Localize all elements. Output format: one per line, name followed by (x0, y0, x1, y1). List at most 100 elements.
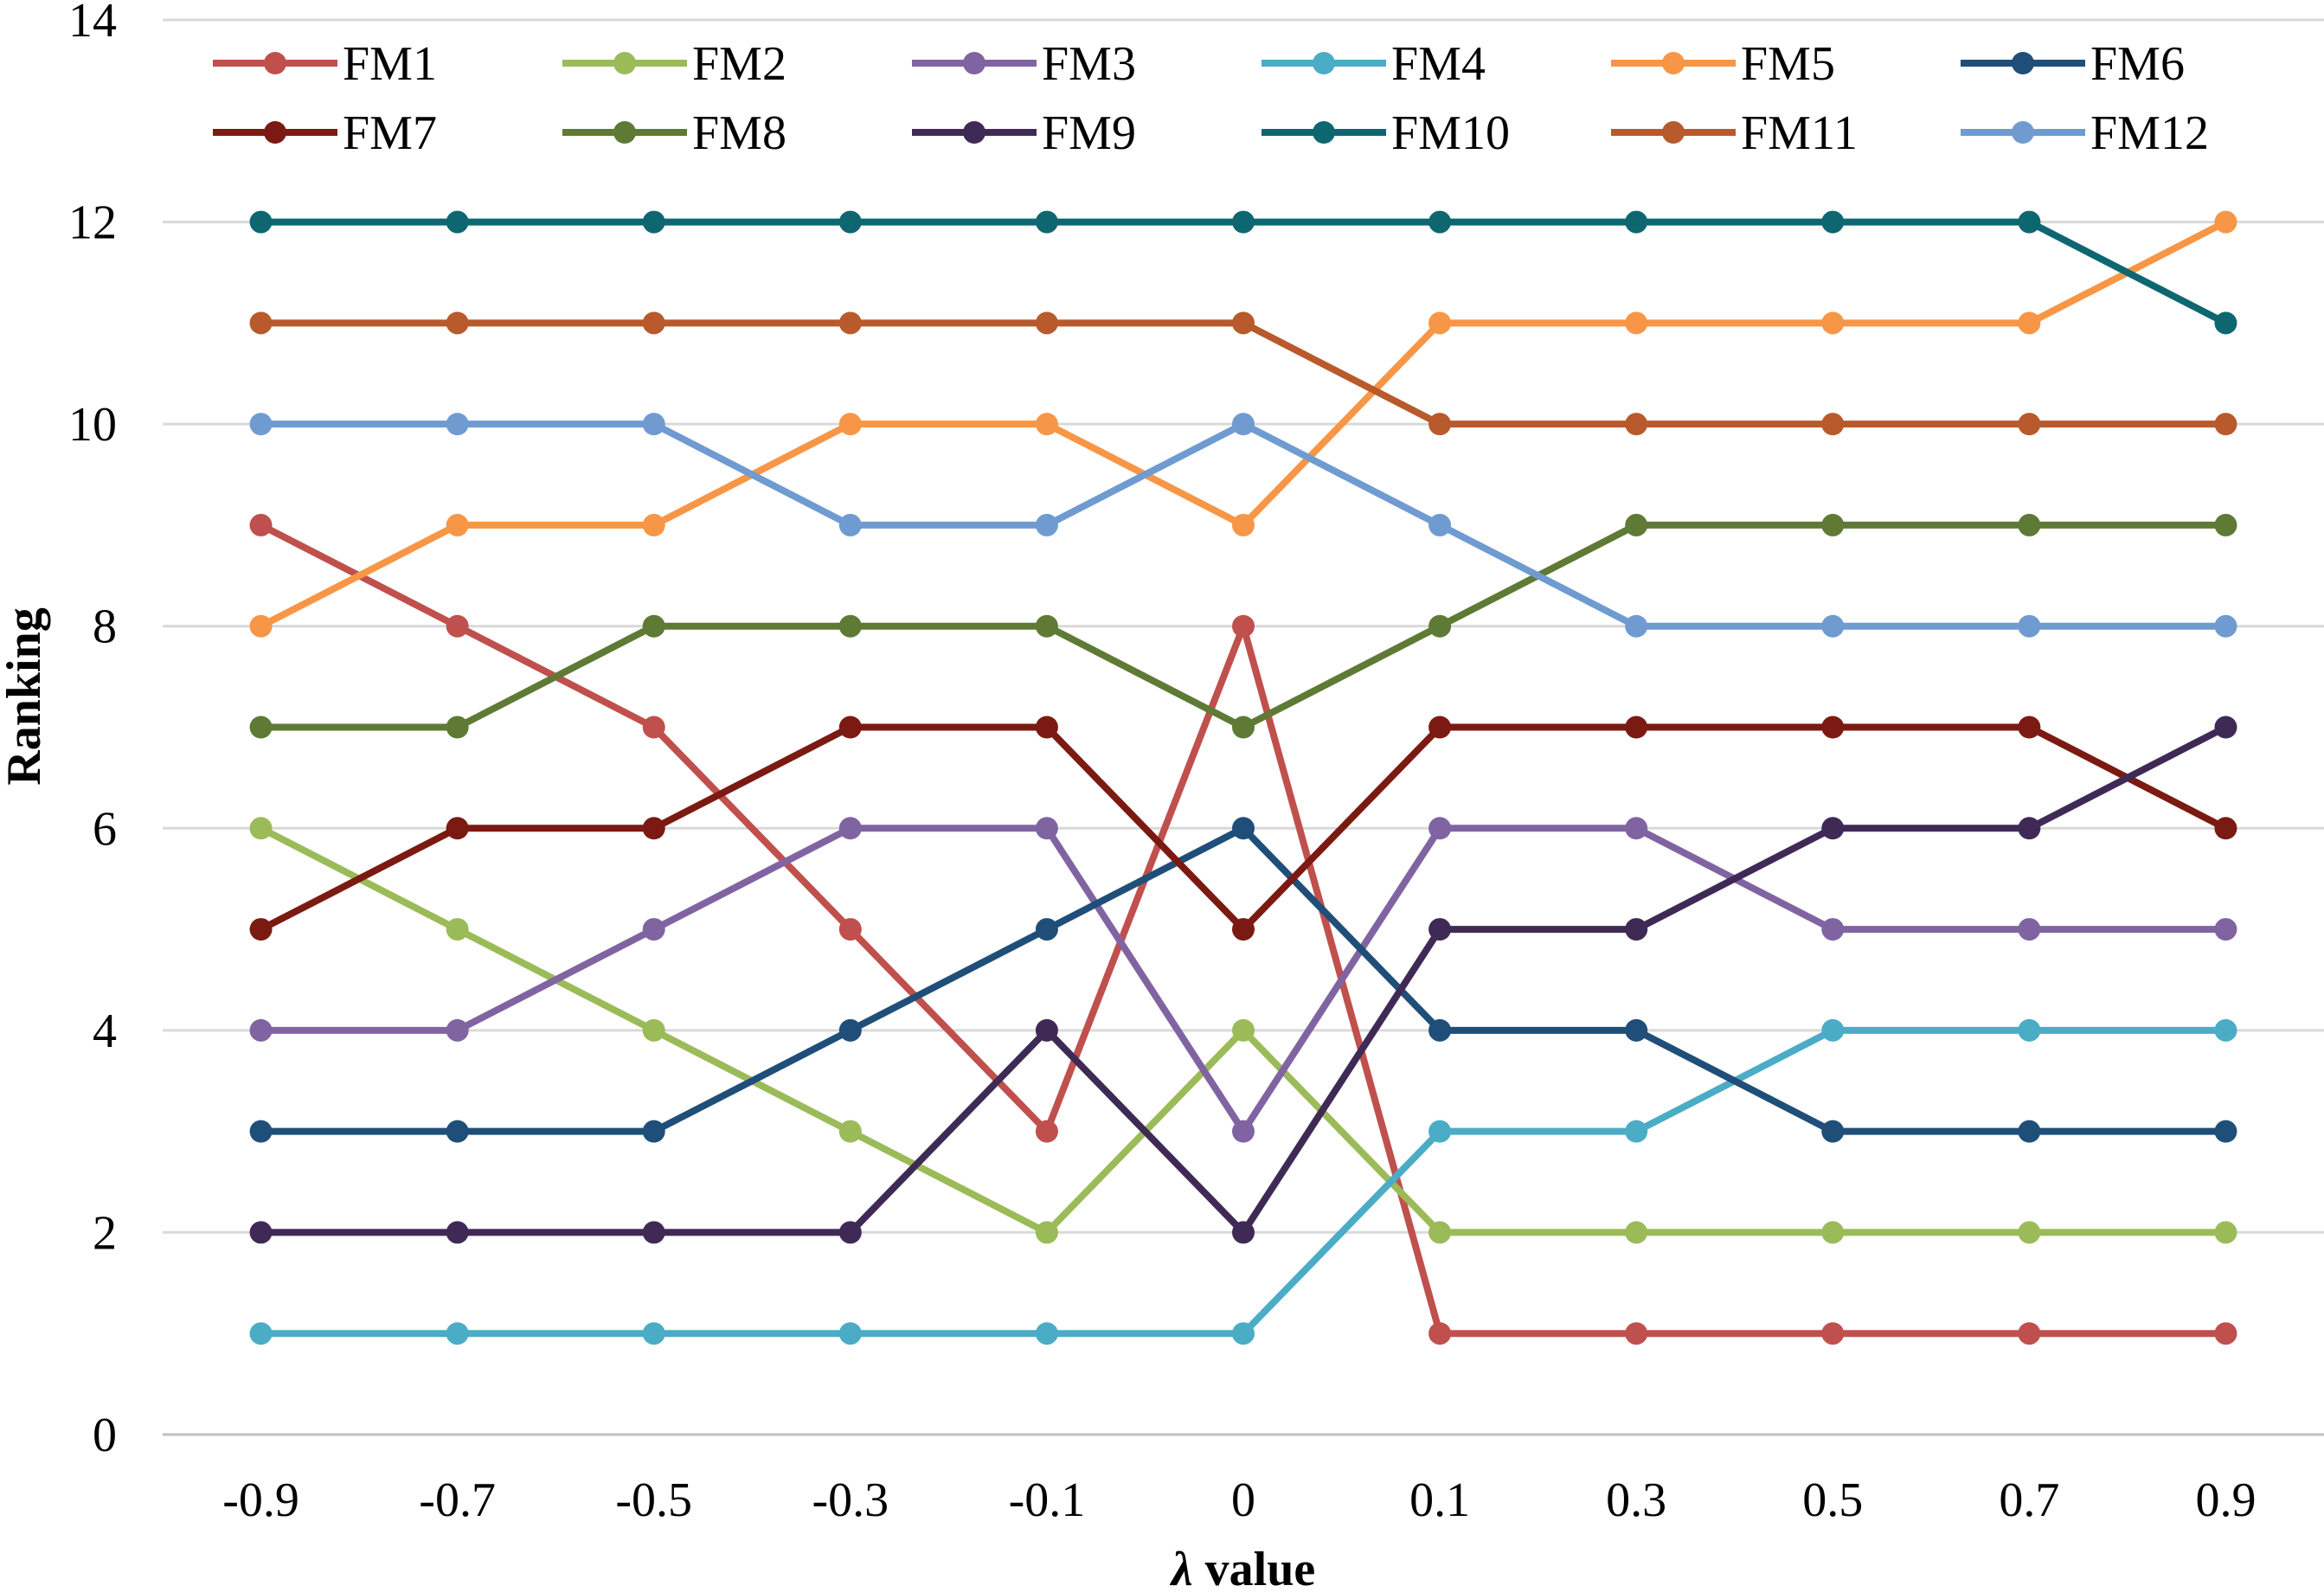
data-point-fm6 (2018, 1120, 2041, 1143)
data-point-fm7 (1035, 716, 1058, 739)
data-point-fm12 (642, 413, 665, 436)
data-point-fm5 (1232, 513, 1255, 536)
data-point-fm1 (642, 716, 665, 739)
data-point-fm1 (446, 614, 469, 638)
legend-label: FM6 (2090, 37, 2185, 91)
data-point-fm10 (1821, 210, 1845, 234)
x-tick-label: -0.7 (419, 1473, 496, 1527)
data-point-fm5 (1035, 413, 1058, 436)
legend-item-fm6: FM6 (1961, 37, 2185, 91)
data-point-fm2 (2214, 1221, 2237, 1244)
legend-item-fm1: FM1 (213, 37, 437, 91)
legend-swatch-marker (613, 52, 636, 74)
data-point-fm12 (249, 413, 273, 436)
data-point-fm4 (446, 1322, 469, 1345)
series-fm9 (249, 716, 2237, 1244)
data-point-fm7 (2214, 817, 2237, 840)
legend-swatch-marker (1662, 52, 1685, 74)
data-point-fm2 (1821, 1221, 1845, 1244)
y-tick-label: 14 (68, 0, 117, 48)
data-point-fm6 (446, 1120, 469, 1143)
legend-item-fm11: FM11 (1611, 106, 1858, 160)
data-point-fm3 (1232, 1120, 1255, 1143)
legend-item-fm12: FM12 (1961, 106, 2209, 160)
data-point-fm10 (249, 210, 273, 234)
data-point-fm7 (1821, 716, 1845, 739)
x-tick-label: -0.3 (812, 1473, 889, 1527)
data-point-fm5 (838, 413, 862, 436)
legend-label: FM12 (2090, 106, 2209, 160)
legend-label: FM9 (1042, 106, 1136, 160)
data-point-fm8 (2018, 513, 2041, 536)
data-point-fm8 (1428, 614, 1452, 638)
data-point-fm7 (1232, 918, 1255, 941)
legend-item-fm7: FM7 (213, 106, 437, 160)
legend-label: FM4 (1391, 37, 1486, 91)
data-point-fm10 (642, 210, 665, 234)
legend-label: FM8 (692, 106, 786, 160)
data-point-fm5 (1625, 311, 1648, 335)
data-point-fm11 (249, 311, 273, 335)
series-fm11 (249, 311, 2237, 436)
data-point-fm12 (2214, 614, 2237, 638)
legend-item-fm2: FM2 (562, 37, 786, 91)
series-fm5 (249, 210, 2237, 638)
data-point-fm7 (446, 817, 469, 840)
data-point-fm7 (838, 716, 862, 739)
legend-item-fm9: FM9 (912, 106, 1136, 160)
data-point-fm12 (1035, 513, 1058, 536)
data-point-fm9 (1428, 918, 1452, 941)
data-point-fm2 (249, 817, 273, 840)
y-tick-label: 12 (68, 196, 117, 250)
data-point-fm10 (1428, 210, 1452, 234)
data-point-fm7 (1625, 716, 1648, 739)
data-point-fm8 (249, 716, 273, 739)
x-axis-title-text: value (1193, 1543, 1316, 1592)
legend-swatch-marker (1313, 52, 1335, 74)
data-point-fm4 (249, 1322, 273, 1345)
data-point-fm11 (642, 311, 665, 335)
series-fm8 (249, 513, 2237, 739)
data-point-fm5 (2018, 311, 2041, 335)
data-point-fm3 (1625, 817, 1648, 840)
x-tick-label: 0.7 (1999, 1473, 2059, 1527)
y-tick-label: 6 (93, 802, 117, 856)
data-point-fm11 (446, 311, 469, 335)
legend-swatch-marker (2012, 52, 2034, 74)
data-point-fm4 (1428, 1120, 1452, 1143)
data-point-fm10 (446, 210, 469, 234)
data-point-fm9 (642, 1221, 665, 1244)
x-tick-label: 0.9 (2195, 1473, 2256, 1527)
y-axis-title: Ranking (0, 607, 51, 785)
data-point-fm4 (838, 1322, 862, 1345)
data-point-fm5 (1821, 311, 1845, 335)
data-point-fm4 (2018, 1018, 2041, 1042)
data-point-fm2 (1232, 1018, 1255, 1042)
x-tick-label: 0.3 (1606, 1473, 1666, 1527)
data-point-fm6 (1232, 817, 1255, 840)
data-point-fm11 (1625, 413, 1648, 436)
series-fm7 (249, 716, 2237, 941)
data-point-fm9 (2018, 817, 2041, 840)
data-point-fm12 (1625, 614, 1648, 638)
data-point-fm1 (1232, 614, 1255, 638)
data-point-fm7 (249, 918, 273, 941)
data-point-fm3 (249, 1018, 273, 1042)
legend-label: FM1 (343, 37, 437, 91)
legend-item-fm8: FM8 (562, 106, 786, 160)
legend-swatch-marker (613, 121, 636, 144)
data-point-fm8 (1625, 513, 1648, 536)
data-point-fm3 (1821, 918, 1845, 941)
data-point-fm9 (1232, 1221, 1255, 1244)
y-tick-label: 0 (93, 1409, 117, 1462)
legend-item-fm3: FM3 (912, 37, 1136, 91)
data-point-fm4 (1232, 1322, 1255, 1345)
legend-label: FM11 (1741, 106, 1858, 160)
data-point-fm4 (1035, 1322, 1058, 1345)
legend-label: FM7 (343, 106, 437, 160)
data-point-fm11 (838, 311, 862, 335)
data-point-fm11 (2018, 413, 2041, 436)
data-point-fm3 (2214, 918, 2237, 941)
data-point-fm6 (2214, 1120, 2237, 1143)
